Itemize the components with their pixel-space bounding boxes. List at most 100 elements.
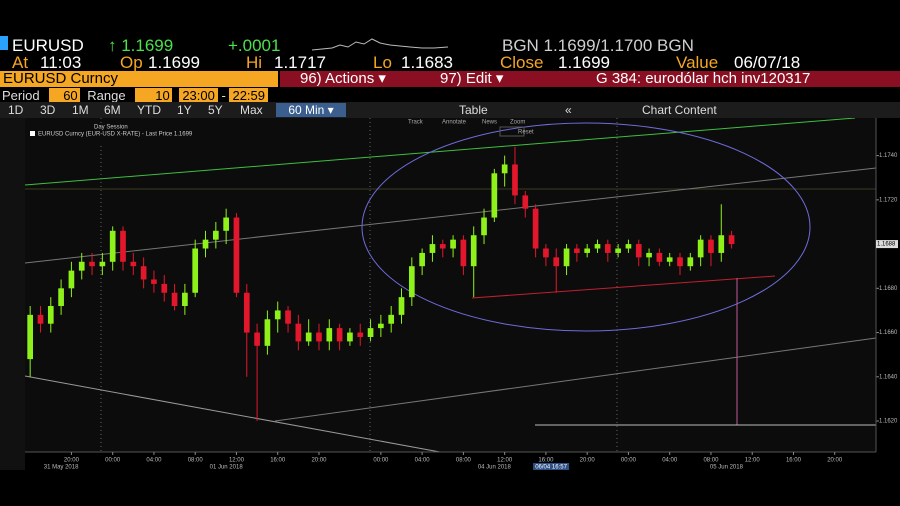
range-tab[interactable]: 3D: [40, 103, 56, 117]
candle-body: [367, 328, 374, 337]
range-input[interactable]: 10: [135, 88, 172, 103]
x-tick-label: 00:00: [105, 458, 121, 464]
candle-body: [697, 239, 704, 258]
candle-body: [68, 270, 75, 289]
candle-body: [357, 332, 364, 337]
candle-body: [439, 244, 446, 249]
candle-body: [89, 261, 95, 267]
date-label: 04 Jun 2018: [478, 465, 512, 470]
x-tick-label: 00:00: [621, 458, 637, 464]
stat-label: Value: [676, 53, 719, 72]
candle-body: [305, 332, 312, 342]
candle-body: [378, 323, 384, 329]
range-tab[interactable]: YTD: [137, 103, 161, 117]
last-price-tag: 1.1688: [877, 242, 896, 248]
candle-body: [398, 297, 405, 315]
collapse-button[interactable]: «: [565, 103, 572, 117]
candle-body: [212, 230, 219, 240]
stat-value: 06/07/18: [734, 53, 801, 72]
candle-body: [584, 248, 591, 253]
candle-body: [285, 310, 291, 324]
period-input[interactable]: 60: [49, 88, 80, 103]
symbol: EURUSD: [12, 36, 84, 55]
stat-label: Hi: [246, 53, 263, 72]
x-tick-label: 04:00: [415, 458, 431, 464]
chart-name: G 384: eurodólar hch inv120317: [596, 70, 811, 87]
candle-body: [336, 328, 343, 342]
reset-box: [499, 126, 525, 137]
chart-tool[interactable]: News: [482, 120, 497, 126]
x-tick-label: 12:00: [745, 458, 761, 464]
candle-body: [27, 314, 33, 360]
candle-body: [419, 252, 425, 267]
from-input[interactable]: 23:00: [179, 88, 218, 103]
date-label: 05 Jun 2018: [710, 465, 744, 470]
candle-body: [151, 279, 157, 284]
candle-body: [99, 261, 106, 267]
stat-label: Lo: [373, 53, 392, 72]
candle-body: [594, 244, 601, 249]
table-button[interactable]: Table: [459, 103, 488, 117]
range-tab[interactable]: 1M: [72, 103, 89, 117]
stat-label: Op: [120, 53, 143, 72]
x-tick-label: 12:00: [229, 458, 245, 464]
channel-line: [274, 337, 877, 422]
actions-menu[interactable]: 96) Actions ▾: [300, 70, 386, 87]
sparkline: [312, 38, 448, 51]
period-row: Period 60 Range 10 23:00 - 22:59: [2, 88, 269, 103]
chart-tool[interactable]: Zoom: [510, 120, 525, 126]
last-price: ↑ 1.1699: [108, 36, 174, 55]
candle-body: [615, 248, 621, 253]
candle-body: [429, 244, 436, 253]
candle-body: [47, 306, 54, 324]
to-input[interactable]: 22:59: [229, 88, 269, 103]
channel-line: [24, 167, 877, 264]
edit-menu[interactable]: 97) Edit ▾: [440, 70, 504, 87]
trend-line: [24, 118, 856, 186]
candle-body: [58, 288, 64, 307]
stat-value: 1.1683: [401, 53, 453, 72]
candle-body: [243, 292, 250, 333]
plot-area: [25, 118, 876, 452]
candle-body: [553, 257, 560, 267]
candle-body: [708, 239, 714, 253]
cursor-box: [533, 463, 570, 470]
interval-select[interactable]: 60 Min ▾: [276, 103, 346, 117]
candle-body: [120, 230, 126, 262]
period-label: Period: [2, 88, 40, 103]
candle-body: [295, 323, 302, 342]
x-tick-label: 04:00: [662, 458, 678, 464]
range-dash: -: [221, 88, 226, 103]
range-tab[interactable]: 6M: [104, 103, 121, 117]
cursor-label: 06/04 16:57: [535, 465, 567, 470]
candle-body: [481, 217, 487, 236]
x-tick-label: 20:00: [827, 458, 843, 464]
date-label: 01 Jun 2018: [210, 465, 244, 470]
stat-label: Close: [500, 53, 544, 72]
candle-body: [470, 235, 477, 267]
y-tick-label: 1.1620: [879, 419, 898, 425]
x-tick-label: 16:00: [270, 458, 286, 464]
chart-tool[interactable]: Annotate: [442, 120, 467, 126]
candle-body: [408, 266, 415, 298]
range-tab[interactable]: 1D: [8, 103, 24, 117]
date-label: 31 May 2018: [44, 465, 79, 470]
candle-body: [718, 235, 725, 253]
candle-body: [202, 239, 209, 249]
range-tab[interactable]: Max: [240, 103, 263, 117]
chart-tool[interactable]: Reset: [518, 130, 534, 136]
candle-body: [687, 257, 694, 267]
chart-tool[interactable]: Track: [408, 120, 424, 126]
candle-body: [274, 310, 281, 320]
range-tab[interactable]: 1Y: [177, 103, 192, 117]
stat-value: 1.1699: [148, 53, 200, 72]
x-tick-label: 04:00: [146, 458, 162, 464]
y-tick-label: 1.1720: [879, 197, 898, 203]
candle-body: [130, 261, 137, 267]
tab-bar: [0, 102, 900, 118]
range-tab[interactable]: 5Y: [208, 103, 223, 117]
x-tick-label: 00:00: [373, 458, 389, 464]
chart-content-button[interactable]: Chart Content: [642, 103, 717, 117]
candle-body: [460, 239, 467, 267]
candle-body: [109, 230, 116, 262]
